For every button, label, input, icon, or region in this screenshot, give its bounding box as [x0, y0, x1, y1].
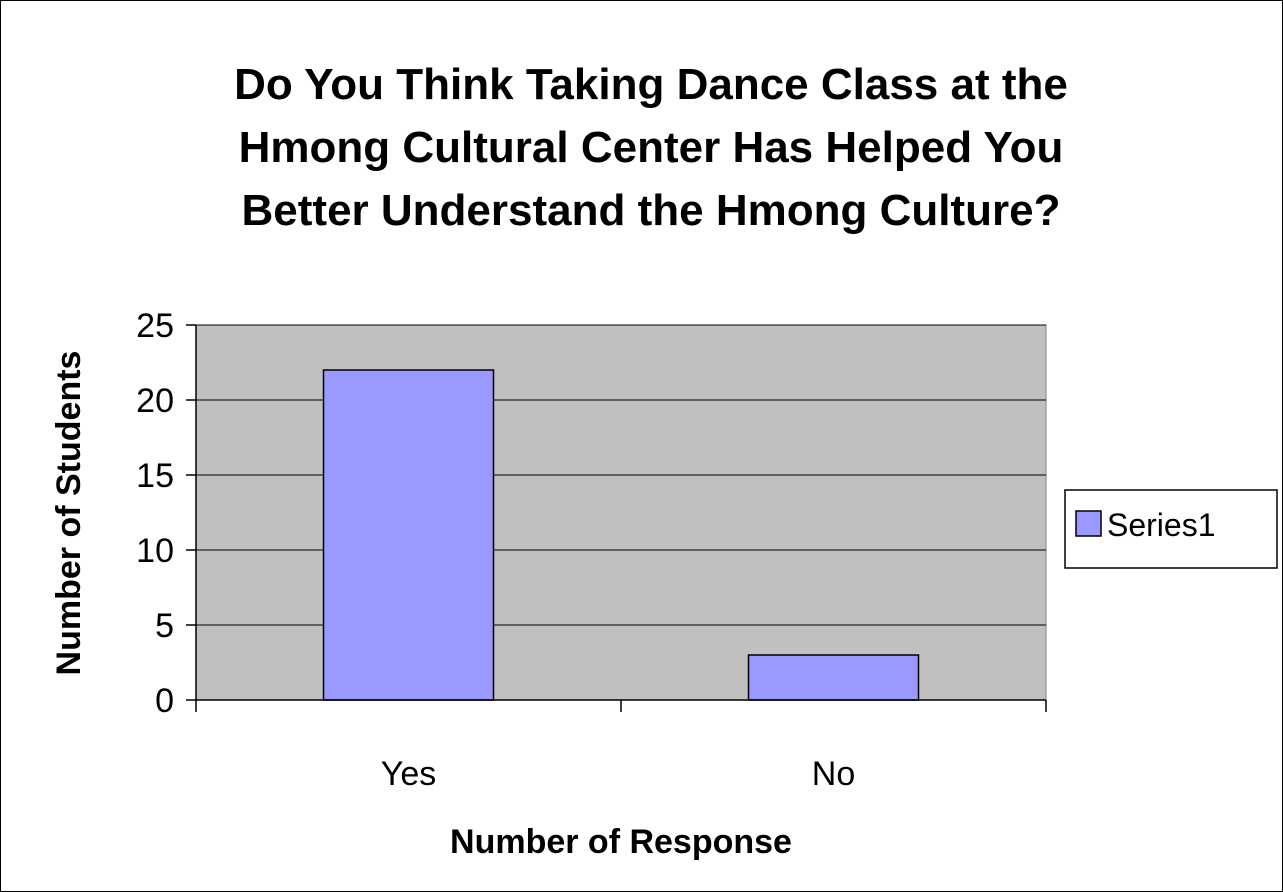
chart-title-line-2: Hmong Cultural Center Has Helped You: [239, 123, 1064, 172]
y-tick-label-25: 25: [136, 307, 174, 345]
x-tick-label-yes: Yes: [381, 755, 436, 793]
chart-title-line-1: Do You Think Taking Dance Class at the: [234, 60, 1068, 109]
x-tick-label-no: No: [812, 755, 855, 793]
y-tick-label-10: 10: [136, 532, 174, 570]
x-axis-ticks: Yes No: [195, 700, 1047, 793]
y-tick-label-20: 20: [136, 382, 174, 420]
bar-no: [747, 654, 920, 701]
bar-yes: [322, 369, 495, 701]
legend-label-series1: Series1: [1107, 507, 1216, 543]
legend-swatch: [1075, 510, 1102, 537]
bars: [322, 369, 920, 701]
legend: Series1: [1064, 489, 1278, 569]
y-axis-title: Number of Students: [50, 351, 88, 676]
y-tick-label-5: 5: [155, 607, 174, 645]
y-tick-label-0: 0: [155, 682, 174, 720]
y-axis-ticks: 0 5 10 15 20 25: [136, 307, 196, 720]
chart-title-line-3: Better Understand the Hmong Culture?: [242, 186, 1061, 235]
x-axis-title: Number of Response: [450, 823, 792, 861]
y-tick-label-15: 15: [136, 457, 174, 495]
